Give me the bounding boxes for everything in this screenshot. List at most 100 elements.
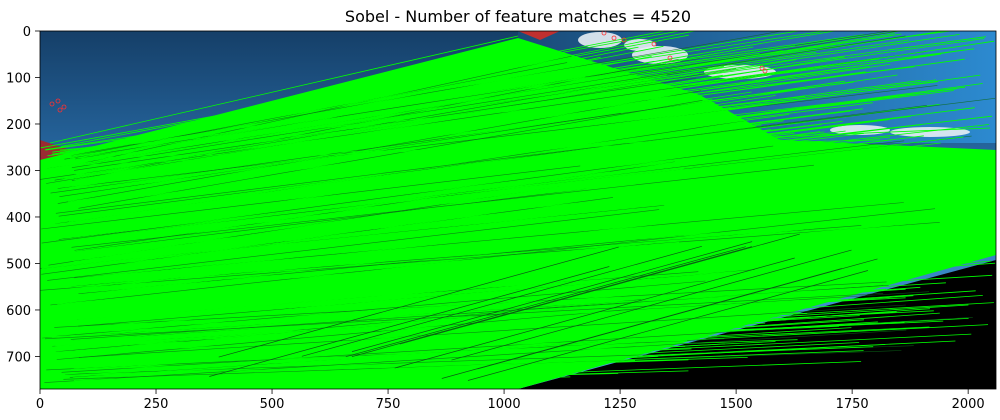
match-line [45,182,928,264]
match-line [42,259,716,309]
match-line [55,168,717,254]
match-line [74,74,723,181]
match-line [59,370,689,389]
match-line [45,34,865,151]
y-tick-label: 700 [6,350,31,365]
feature-match-lines [40,31,996,389]
match-line [57,324,989,373]
match-line [55,173,906,271]
chart-title: Sobel - Number of feature matches = 4520 [345,7,691,26]
match-line [78,269,842,339]
match-line [59,83,983,209]
match-line [74,164,800,243]
match-line [70,139,674,236]
match-line [41,265,830,325]
match-line [74,245,765,305]
match-line [75,310,934,354]
match-line [74,136,964,238]
match-line [67,229,870,297]
x-tick-label: 1000 [488,397,521,412]
match-line [61,50,783,179]
x-tick-label: 0 [36,397,44,412]
match-line [76,242,579,297]
match-line [78,304,906,358]
match-line [45,31,828,151]
match-line [64,239,883,318]
match-line [57,85,938,189]
match-line [71,267,712,322]
match-line [51,34,689,155]
match-line [73,183,766,255]
keypoint-marker [621,37,627,43]
match-line [54,168,732,242]
match-line [62,56,845,185]
match-line [68,74,981,202]
match-line [70,95,806,190]
match-line [74,299,800,345]
match-line [47,209,660,281]
match-line [78,167,723,258]
y-tick-label: 200 [6,118,31,133]
match-line [43,63,891,192]
match-line [49,157,626,232]
match-line [41,310,631,338]
keypoint-marker [49,101,55,107]
match-line [69,31,697,156]
match-line [50,110,851,214]
cloud [890,127,970,137]
y-tick-label: 100 [6,71,31,86]
y-tick-label: 500 [6,257,31,272]
match-line [54,40,995,182]
match-line [71,164,814,248]
match-line [68,215,615,269]
match-line [55,98,996,214]
match-line [47,120,784,220]
match-line [93,376,571,389]
match-line [351,246,753,357]
y-tick-label: 0 [23,25,31,40]
match-line [77,117,797,221]
match-line [40,218,970,301]
match-line [73,114,790,213]
match-line [65,225,659,290]
match-line [72,334,704,378]
match-line [77,194,917,290]
match-line [77,242,849,303]
match-line [399,233,800,345]
match-line [74,127,991,166]
match-line [41,178,941,269]
match-line [76,280,564,332]
match-line [44,325,580,349]
match-line [44,329,907,383]
match-line [79,198,869,283]
match-line [42,176,844,263]
match-line [51,267,944,339]
match-line [74,175,782,258]
match-line [52,153,599,225]
match-line [77,91,752,196]
x-tick-label: 1750 [836,397,869,412]
keypoint-marker [651,41,657,47]
match-line [74,90,954,201]
match-line [56,280,706,337]
match-line [301,245,702,357]
match-line [41,254,863,314]
match-line [58,227,936,292]
match-line [70,256,888,329]
match-line [68,200,633,269]
keypoint-marker [762,68,768,74]
match-line [345,246,746,358]
match-line [74,207,758,281]
match-line [59,94,701,151]
match-line [57,242,584,304]
match-line [48,143,676,236]
match-line [50,208,936,306]
plot-area [40,31,996,389]
match-line [71,309,782,341]
match-line [40,45,796,162]
y-tick-label: 400 [6,211,31,226]
match-line [70,135,924,243]
match-line [71,35,906,168]
match-line [71,31,784,156]
match-line [77,348,692,370]
